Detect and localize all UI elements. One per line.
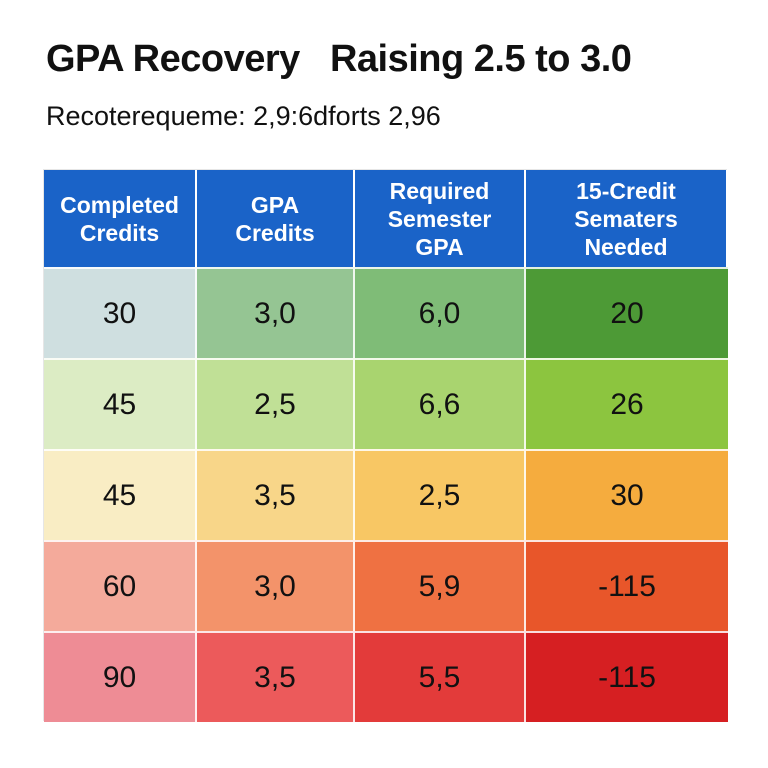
column-header-required-semester-gpa: Required Semester GPA [355, 170, 526, 267]
chart-subtitle: Recoterequeme: 2,9:6dforts 2,96 [46, 101, 441, 131]
table-cell: 2,5 [355, 449, 526, 540]
table-cell: 5,9 [355, 540, 526, 631]
gpa-table: Completed Credits GPA Credits Required S… [43, 169, 728, 722]
table-cell: 30 [526, 449, 728, 540]
table-cell: 3,5 [197, 631, 355, 722]
table-cell: 2,5 [197, 358, 355, 449]
column-header-completed-credits: Completed Credits [44, 170, 197, 267]
column-header-gpa-credits: GPA Credits [197, 170, 355, 267]
chart-title: GPA Recovery Raising 2.5 to 3.0 [46, 38, 632, 80]
column-header-semesters-needed: 15-Credit Sematers Needed [526, 170, 728, 267]
table-cell: 60 [44, 540, 197, 631]
table-cell: 45 [44, 358, 197, 449]
table-cell: 3,5 [197, 449, 355, 540]
table-cell: 6,6 [355, 358, 526, 449]
table-cell: 3,0 [197, 540, 355, 631]
table-cell: 6,0 [355, 267, 526, 358]
table-cell: -115 [526, 631, 728, 722]
table-cell: 30 [44, 267, 197, 358]
table-cell: 45 [44, 449, 197, 540]
table-cell: 3,0 [197, 267, 355, 358]
table-cell: 26 [526, 358, 728, 449]
table-cell: 20 [526, 267, 728, 358]
table-cell: 90 [44, 631, 197, 722]
table-cell: 5,5 [355, 631, 526, 722]
table-cell: -115 [526, 540, 728, 631]
